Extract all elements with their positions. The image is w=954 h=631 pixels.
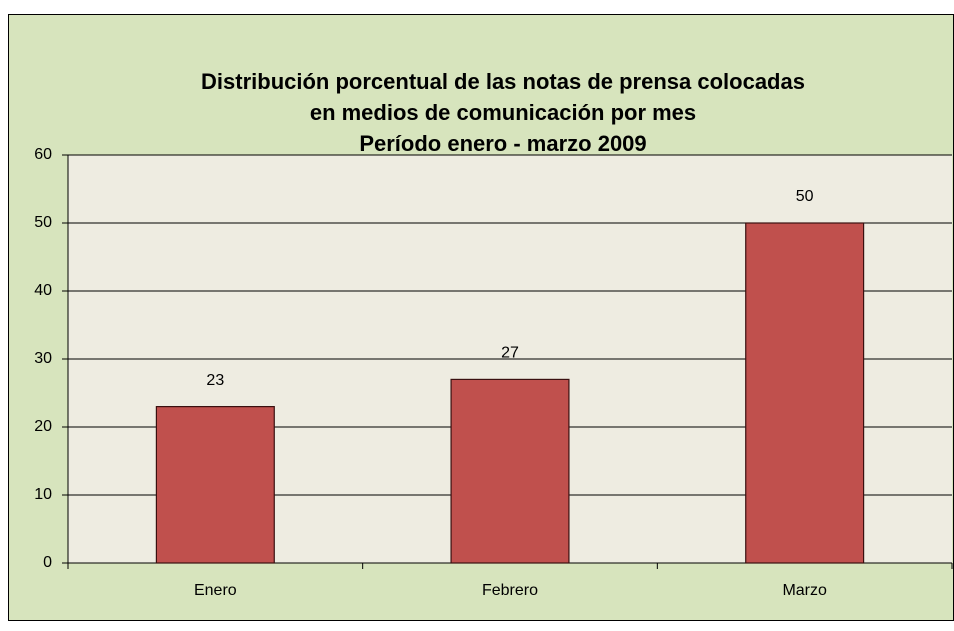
chart-title: en medios de comunicación por mes bbox=[310, 100, 696, 125]
y-tick-label: 20 bbox=[34, 418, 52, 435]
chart-title: Distribución porcentual de las notas de … bbox=[201, 69, 805, 94]
y-tick-label: 10 bbox=[34, 486, 52, 503]
bar bbox=[745, 222, 865, 564]
y-tick-label: 30 bbox=[34, 350, 52, 367]
bar bbox=[155, 406, 275, 564]
data-label: 50 bbox=[796, 188, 814, 205]
y-tick-label: 60 bbox=[34, 146, 52, 163]
x-tick-label: Febrero bbox=[482, 582, 538, 599]
x-tick-label: Enero bbox=[194, 582, 237, 599]
x-tick-label: Marzo bbox=[782, 582, 827, 599]
chart-title: Período enero - marzo 2009 bbox=[359, 131, 646, 156]
y-tick-label: 0 bbox=[43, 554, 52, 571]
data-label: 23 bbox=[206, 372, 224, 389]
y-tick-label: 40 bbox=[34, 282, 52, 299]
y-tick-label: 50 bbox=[34, 214, 52, 231]
bar bbox=[450, 378, 570, 564]
data-label: 27 bbox=[501, 345, 519, 362]
